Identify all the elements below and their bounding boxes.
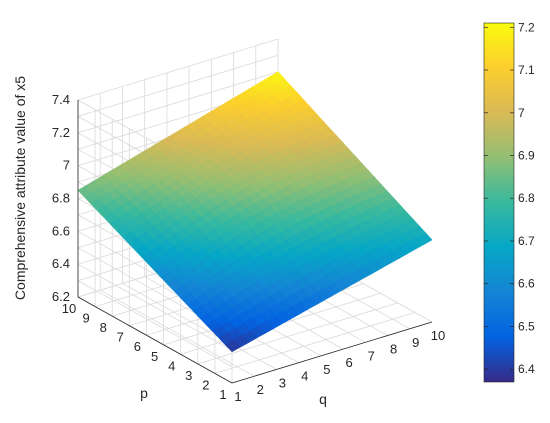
- axis-ticks: 1 2 3 4 5 6 7 8 9 10123456789106.26.46.66.877.27.…: [52, 92, 445, 404]
- z-tick-label: 6.6: [52, 223, 70, 238]
- z-tick-label: 6.4: [52, 256, 70, 271]
- q-tick-label: 1: [234, 389, 241, 404]
- floor-gridline: [100, 289, 255, 377]
- colorbar-tick-label: 6.9: [518, 149, 535, 163]
- y-axis-label: p: [140, 385, 148, 401]
- colorbar-tick-label: 7.2: [518, 20, 535, 34]
- p-axis-line: [77, 296, 233, 384]
- colorbar-tick-label: 7.1: [518, 63, 535, 77]
- p-tick-label: 6: [134, 339, 141, 354]
- z-tick-label: 7.4: [52, 92, 70, 107]
- q-tick-label: 3: [279, 375, 286, 390]
- wall-gridline: [77, 38, 279, 101]
- wall-gridline: [77, 263, 233, 351]
- floor-gridline: [122, 283, 277, 370]
- q-axis-line: [231, 321, 433, 384]
- axis-labels: Comprehensive attribute value of x5 p q: [12, 76, 327, 407]
- z-tick-label: 7: [63, 158, 70, 173]
- z-axis-label: Comprehensive attribute value of x5: [12, 76, 28, 300]
- colorbar-tick-label: 6.6: [518, 277, 535, 291]
- q-tick-label: 4: [301, 369, 308, 384]
- q-tick-label: 6: [345, 355, 352, 370]
- colorbar-tick-label: 6.7: [518, 234, 535, 248]
- p-tick-label: 9: [82, 311, 89, 326]
- x-axis-label: q: [319, 391, 327, 407]
- q-tick-label: 9: [412, 335, 419, 350]
- z-tick-label: 6.8: [52, 191, 70, 206]
- surface: [77, 71, 433, 353]
- colorbar-tick-label: 6.8: [518, 191, 535, 205]
- p-tick-label: 8: [100, 320, 107, 335]
- q-tick-label: 5: [323, 362, 330, 377]
- q-tick-label: 7: [368, 348, 375, 363]
- p-tick-label: 4: [168, 358, 175, 373]
- q-tick-label: 2: [257, 382, 264, 397]
- colorbar-gradient: [483, 22, 515, 383]
- colorbar-tick-label: 6.4: [518, 362, 535, 376]
- p-tick-label: 1: [219, 387, 226, 402]
- wall-gridline: [77, 280, 233, 367]
- surface-patch: [225, 339, 241, 353]
- z-tick-label: 6.2: [52, 289, 70, 304]
- wall-gridline: [77, 55, 279, 117]
- colorbar-tick-label: 6.5: [518, 319, 535, 333]
- p-tick-label: 5: [151, 349, 158, 364]
- floor-gridline: [214, 312, 416, 374]
- z-tick-label: 7.2: [52, 125, 70, 140]
- p-tick-label: 2: [202, 377, 209, 392]
- floor-gridline: [197, 302, 398, 365]
- wall-gridline: [77, 71, 279, 134]
- q-tick-label: 10: [431, 328, 445, 343]
- p-tick-label: 7: [117, 330, 124, 345]
- q-tick-label: 8: [390, 342, 397, 357]
- p-tick-label: 10: [62, 301, 76, 316]
- p-tick-label: 3: [185, 368, 192, 383]
- colorbar-tick-label: 7: [518, 106, 525, 120]
- colorbar: 6.4 6.5 6.6 6.7 6.8 6.9 7 7.1 7.2: [483, 20, 535, 383]
